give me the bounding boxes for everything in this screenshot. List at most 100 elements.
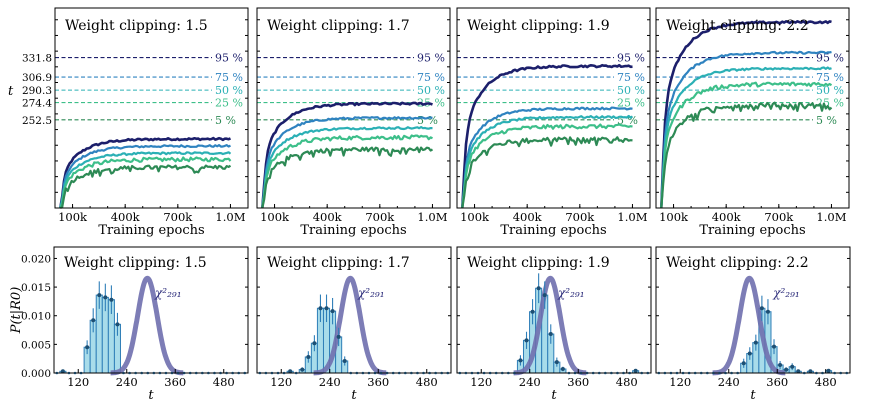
x-tick-label: 120	[470, 375, 492, 389]
data-point	[554, 360, 559, 365]
threshold-label: 95 %	[215, 52, 243, 65]
threshold-label: 75 %	[215, 71, 243, 84]
y-axis-label: P(t|R0)	[9, 287, 24, 335]
data-point	[103, 295, 108, 300]
series-line-95pct	[660, 20, 832, 209]
y-tick-label: 0.000	[21, 368, 51, 380]
x-tick-label: 700k	[565, 210, 595, 224]
series-line-25pct	[461, 123, 633, 209]
x-axis-label: t	[551, 388, 557, 403]
data-point	[306, 354, 311, 359]
x-tick-label: 360	[567, 375, 589, 389]
chi-square-curve	[513, 275, 587, 376]
x-tick-label: 480	[416, 375, 438, 389]
data-point	[633, 368, 638, 373]
data-point	[288, 369, 293, 374]
x-tick-label: 1.0M	[215, 210, 245, 224]
plot-frame	[53, 246, 249, 374]
curve-label: χ²₂₉₁	[557, 286, 585, 300]
data-point	[772, 344, 777, 349]
histogram-panel-3: Weight clipping: 1.9 χ²₂₉₁ 120 240 360 480 t	[456, 246, 652, 403]
series-line-75pct	[660, 50, 832, 209]
x-tick-label: 100k	[58, 210, 88, 224]
x-tick-label: 120	[270, 375, 292, 389]
series-line-75pct	[261, 116, 433, 209]
panel-title: Weight clipping: 1.9	[467, 255, 610, 271]
plot-frame	[655, 246, 851, 374]
series-line-95pct	[461, 63, 633, 209]
y-tick-label: 0.010	[21, 311, 51, 323]
data-point	[97, 293, 102, 298]
threshold-label: 75 %	[816, 71, 844, 84]
data-point	[826, 368, 831, 373]
data-point	[91, 318, 96, 323]
data-point	[759, 306, 764, 311]
series-line-75pct	[461, 106, 633, 209]
series-line-5pct	[461, 136, 633, 209]
training-panel-2: 95 %75 %50 %25 %5 %Weight clipping: 1.71…	[256, 7, 451, 238]
data-point	[560, 366, 565, 371]
data-point	[524, 338, 529, 343]
x-tick-label: 360	[164, 375, 186, 389]
data-point	[109, 297, 114, 302]
data-point	[324, 306, 329, 311]
threshold-label: 5 %	[417, 114, 438, 127]
x-tick-label: 360	[367, 375, 389, 389]
plot-frame	[655, 7, 850, 209]
panel-title: Weight clipping: 1.5	[65, 18, 208, 34]
x-tick-label: 240	[718, 375, 740, 389]
data-point	[765, 309, 770, 314]
y-tick-label: 0.020	[21, 253, 51, 265]
panel-title: Weight clipping: 2.2	[666, 255, 809, 271]
x-tick-label: 400k	[513, 210, 543, 224]
data-point	[312, 341, 317, 346]
data-point	[60, 369, 65, 374]
y-axis-label: t	[8, 84, 14, 99]
threshold-label: 50 %	[215, 84, 243, 97]
chi-square-curve	[313, 275, 387, 376]
panel-title: Weight clipping: 2.2	[666, 18, 809, 34]
series-line-95pct	[261, 101, 433, 209]
y-tick-label: 290.3	[22, 85, 52, 97]
x-tick-label: 700k	[163, 210, 193, 224]
x-axis-label: Training epochs	[699, 223, 805, 238]
data-point	[115, 322, 120, 327]
threshold-label: 95 %	[617, 52, 645, 65]
threshold-label: 50 %	[617, 84, 645, 97]
series-line-50pct	[660, 66, 832, 209]
data-point	[542, 293, 547, 298]
x-tick-label: 700k	[764, 210, 794, 224]
x-tick-label: 400k	[313, 210, 343, 224]
x-tick-label: 100k	[659, 210, 689, 224]
x-tick-label: 240	[519, 375, 541, 389]
threshold-label: 95 %	[816, 52, 844, 65]
chi-square-curve	[712, 275, 786, 376]
x-tick-label: 240	[116, 375, 138, 389]
series-line-25pct	[261, 134, 433, 209]
plot-frame	[256, 7, 451, 209]
x-tick-label: 700k	[365, 210, 395, 224]
x-axis-label: t	[148, 388, 154, 403]
curve-label: χ²₂₉₁	[772, 286, 800, 300]
plot-frame	[456, 7, 651, 209]
training-panel-3: 95 %75 %50 %25 %5 %Weight clipping: 1.91…	[456, 7, 651, 238]
data-point	[300, 367, 305, 372]
x-tick-label: 360	[766, 375, 788, 389]
series-line-95pct	[59, 136, 232, 209]
data-point	[784, 367, 789, 372]
y-tick-label: 274.4	[22, 98, 52, 110]
series-line-5pct	[261, 146, 434, 209]
x-tick-label: 480	[213, 375, 235, 389]
threshold-label: 75 %	[417, 71, 445, 84]
data-point	[336, 334, 341, 339]
series-line-50pct	[461, 114, 634, 209]
x-tick-label: 120	[669, 375, 691, 389]
training-panel-1: 95 % 75 %50 %25 % 5 % Weight clipping: 1.5 1…	[8, 7, 249, 238]
curve-label: χ²₂₉₁	[154, 286, 182, 300]
x-axis-label: t	[351, 388, 357, 403]
data-point	[530, 309, 535, 314]
x-axis-label: Training epochs	[300, 223, 406, 238]
x-tick-label: 1.0M	[417, 210, 447, 224]
y-tick-label: 0.015	[21, 282, 51, 294]
